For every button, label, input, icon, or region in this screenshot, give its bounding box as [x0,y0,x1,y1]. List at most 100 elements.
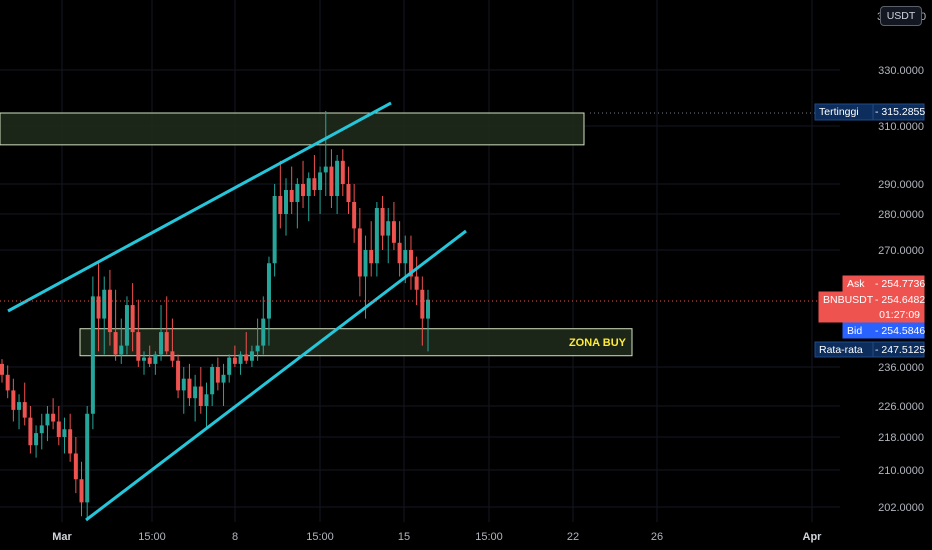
candle-body [159,332,164,355]
candle-body [68,429,73,454]
candle-body [0,363,4,375]
candle-body [323,166,328,173]
currency-unit-button[interactable]: USDT [880,6,922,26]
time-tick-label: 15:00 [475,531,503,543]
candle-body [397,242,402,264]
chart-grid [0,0,840,522]
time-tick-label: Apr [803,531,823,543]
candle-body [352,202,357,229]
candle-body [17,402,22,410]
candle-body [278,196,283,214]
candle-body [187,378,192,399]
candle-body [170,351,175,361]
candle-body [79,479,84,503]
time-tick-label: 8 [232,531,238,543]
candle-body [272,196,277,264]
candle-body [22,402,27,418]
candle-body [181,378,186,391]
price-tick-label: 202.0000 [878,502,924,514]
candle-body [34,433,39,446]
badge-box [842,322,925,339]
candle-body [335,160,340,196]
price-tick-label-partial-suffix: 0 [920,11,926,23]
price-tick-label: 310.0000 [878,121,924,133]
time-tick-label: 15 [398,531,410,543]
candle-body [102,289,107,319]
candle-body [306,178,311,196]
candle-body [130,305,135,333]
badge-value: - 254.7736 [875,278,925,290]
badge-label: Rata-rata [819,344,863,356]
price-tick-label: 236.0000 [878,362,924,374]
time-tick-label: 22 [567,531,579,543]
candle-body [136,332,141,361]
candle-body [56,421,61,437]
candle-body [45,413,50,426]
candle-body [249,351,254,361]
candle-body [244,354,249,361]
candle-body [227,357,232,375]
candle-body [318,172,323,190]
candle-body [73,453,78,480]
candle-body [363,250,368,277]
candle-body [420,289,425,319]
price-tick-label: 210.0000 [878,465,924,477]
candle-body [124,305,129,346]
candle-body [113,332,118,355]
candle-body [369,250,374,264]
time-tick-label: 15:00 [138,531,166,543]
candle-body [289,190,294,202]
candle-body [107,289,112,333]
candle-body [119,345,124,355]
candle-body [51,413,56,422]
candle-body [198,386,203,406]
candle-body [96,296,101,319]
trendlines [7,101,467,522]
time-tick-label: 26 [651,531,663,543]
price-tick-label: 226.0000 [878,401,924,413]
badge-value: - 254.5846 [875,325,925,337]
price-zone [0,112,585,146]
zone-label: ZONA BUY [569,337,627,349]
candle-body [28,417,33,446]
price-axis[interactable]: 330.0000 310.0000 290.0000 280.0000 270.0000… [877,11,926,514]
candle-body [403,250,408,264]
candle-body [255,345,260,352]
candle-body [414,276,419,290]
time-tick-label: 15:00 [306,531,334,543]
candle-body [374,208,379,264]
channel-lower-trendline [85,229,467,522]
candlestick-series [0,110,430,521]
candle-body [5,374,10,391]
time-tick-label: Mar [52,531,72,543]
badge-label: Ask [847,278,865,290]
badge-box [818,291,925,323]
price-tick-label: 290.0000 [878,179,924,191]
price-lines [0,112,840,302]
channel-upper-trendline [7,101,392,313]
candle-body [153,354,158,364]
candle-body [39,425,44,434]
candle-body [232,357,237,364]
candle-body [426,299,430,319]
candle-body [164,332,169,352]
badge-value-box [872,103,925,121]
candle-body [346,184,351,202]
candle-body [193,386,198,399]
candle-body [340,160,345,184]
candle-body [312,178,317,190]
candle-body [357,228,362,277]
candle-body [284,190,288,214]
candle-body [301,184,306,196]
candle-body [386,221,391,236]
candle-body [176,360,181,391]
candle-body [147,357,152,364]
time-axis[interactable]: Mar 15:00 8 15:00 15 15:00 22 26 Apr [52,531,822,543]
price-tick-label: 330.0000 [878,65,924,77]
badge-value: - 247.5125 [875,344,925,356]
badge-label: BNBUSDT [823,294,874,306]
candle-body [329,166,334,196]
badge-label: Tertinggi [819,106,859,118]
